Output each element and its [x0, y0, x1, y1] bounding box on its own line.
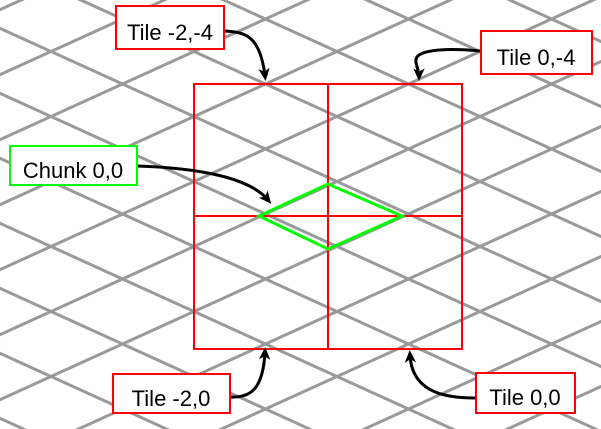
- svg-text:Tile 0,0: Tile 0,0: [489, 385, 560, 410]
- svg-text:Tile -2,-4: Tile -2,-4: [127, 20, 213, 45]
- svg-text:Tile -2,0: Tile -2,0: [132, 386, 211, 411]
- svg-text:Chunk 0,0: Chunk 0,0: [23, 158, 123, 183]
- svg-text:Tile 0,-4: Tile 0,-4: [497, 45, 576, 70]
